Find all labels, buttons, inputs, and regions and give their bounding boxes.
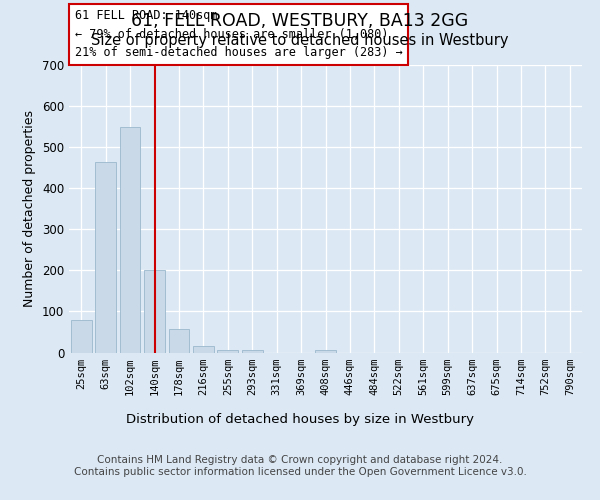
Text: 61 FELL ROAD: 140sqm
← 79% of detached houses are smaller (1,080)
21% of semi-de: 61 FELL ROAD: 140sqm ← 79% of detached h… — [74, 10, 403, 59]
Bar — [217, 350, 238, 352]
Bar — [193, 346, 214, 352]
Text: 61, FELL ROAD, WESTBURY, BA13 2GG: 61, FELL ROAD, WESTBURY, BA13 2GG — [131, 12, 469, 30]
Bar — [71, 320, 92, 352]
Text: Distribution of detached houses by size in Westbury: Distribution of detached houses by size … — [126, 412, 474, 426]
Bar — [169, 329, 190, 352]
Bar — [315, 350, 336, 352]
Bar — [144, 270, 165, 352]
Bar — [242, 350, 263, 352]
Y-axis label: Number of detached properties: Number of detached properties — [23, 110, 37, 307]
Bar — [119, 126, 140, 352]
Text: Contains HM Land Registry data © Crown copyright and database right 2024.
Contai: Contains HM Land Registry data © Crown c… — [74, 455, 526, 476]
Text: Size of property relative to detached houses in Westbury: Size of property relative to detached ho… — [91, 32, 509, 48]
Bar — [95, 162, 116, 352]
